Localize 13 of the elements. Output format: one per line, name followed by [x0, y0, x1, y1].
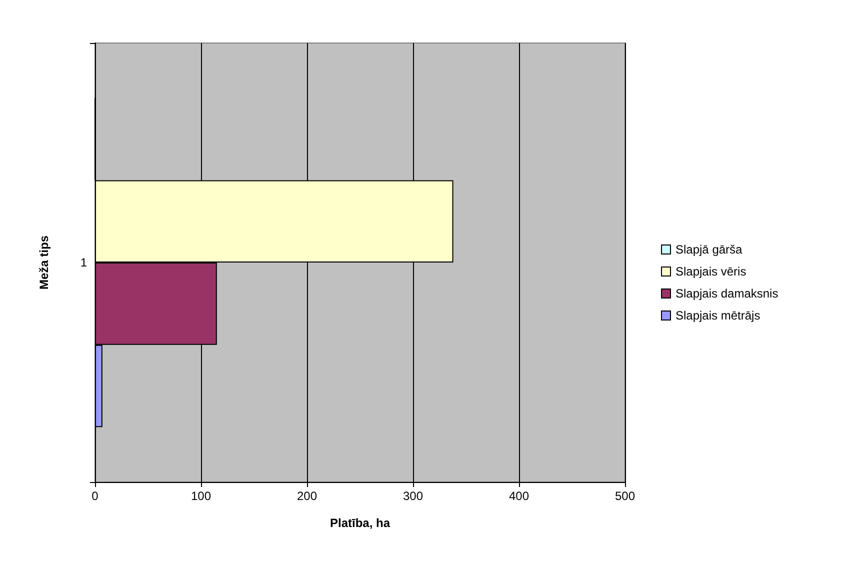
- x-tick-label: 400: [508, 489, 530, 503]
- y-axis-title: Meža tips: [37, 235, 51, 290]
- x-tick-label: 100: [190, 489, 212, 503]
- x-tick-label: 200: [296, 489, 318, 503]
- x-tick-label: 0: [92, 489, 99, 503]
- x-tick-label: 300: [402, 489, 424, 503]
- x-tick-label: 500: [614, 489, 636, 503]
- y-tick-label: 1: [80, 256, 88, 270]
- legend-label: Slapjā gārša: [676, 242, 743, 256]
- x-axis-title: Platība, ha: [330, 516, 390, 530]
- legend-label: Slapjais damaksnis: [676, 286, 778, 300]
- legend-label: Slapjais vēris: [676, 264, 746, 278]
- legend-label: Slapjais mētrājs: [676, 308, 760, 322]
